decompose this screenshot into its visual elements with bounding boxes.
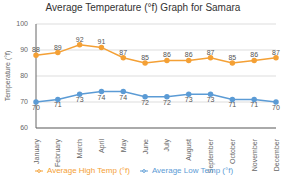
svg-text:73: 73	[185, 96, 193, 103]
svg-text:71: 71	[228, 101, 236, 108]
svg-text:88: 88	[32, 46, 40, 53]
svg-text:86: 86	[185, 51, 193, 58]
html-text:Average Low Temp (°f): Average Low Temp (°f)	[151, 166, 234, 175]
svg-text:89: 89	[54, 44, 62, 51]
svg-text:60: 60	[20, 124, 28, 131]
svg-text:87: 87	[272, 49, 278, 56]
svg-text:September: September	[207, 138, 215, 173]
svg-text:87: 87	[119, 49, 127, 56]
svg-text:Temperature (°f): Temperature (°f)	[8, 51, 12, 102]
svg-text:73: 73	[76, 96, 84, 103]
svg-text:91: 91	[98, 38, 106, 45]
svg-text:72: 72	[163, 99, 171, 106]
svg-text:100: 100	[16, 20, 28, 27]
svg-text:73: 73	[207, 96, 215, 103]
html-text:Average Temperature (°f) Graph: Average Temperature (°f) Graph for Samar…	[45, 2, 241, 13]
svg-text:May: May	[120, 139, 128, 153]
svg-text:70: 70	[32, 104, 40, 111]
svg-text:87: 87	[207, 49, 215, 56]
svg-text:71: 71	[54, 101, 62, 108]
svg-text:December: December	[273, 138, 279, 171]
svg-text:72: 72	[141, 99, 149, 106]
svg-text:January: January	[33, 139, 41, 164]
svg-text:April: April	[98, 139, 106, 153]
svg-text:February: February	[54, 139, 62, 168]
svg-text:March: March	[76, 139, 83, 159]
svg-text:71: 71	[250, 101, 258, 108]
svg-text:August: August	[185, 139, 193, 161]
svg-text:70: 70	[272, 104, 278, 111]
svg-text:July: July	[163, 139, 171, 152]
svg-text:92: 92	[76, 36, 84, 43]
html-text:Average High Temp (°f): Average High Temp (°f)	[46, 166, 130, 175]
svg-text:86: 86	[250, 51, 258, 58]
svg-text:85: 85	[228, 54, 236, 61]
svg-text:74: 74	[119, 94, 127, 101]
svg-text:86: 86	[163, 51, 171, 58]
svg-text:October: October	[229, 138, 236, 164]
svg-text:June: June	[142, 139, 149, 154]
svg-text:90: 90	[20, 46, 28, 53]
svg-text:74: 74	[98, 94, 106, 101]
svg-text:85: 85	[141, 54, 149, 61]
svg-text:November: November	[251, 138, 258, 171]
svg-text:70: 70	[20, 98, 28, 105]
svg-text:80: 80	[20, 72, 28, 79]
